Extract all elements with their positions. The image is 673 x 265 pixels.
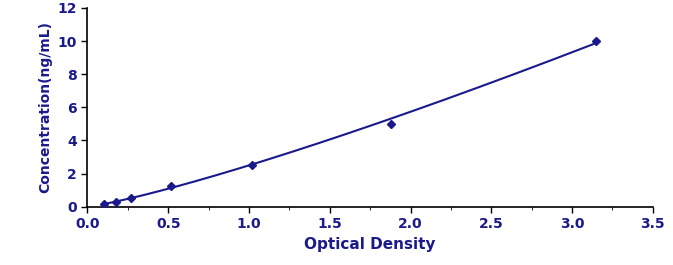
Y-axis label: Concentration(ng/mL): Concentration(ng/mL) <box>38 21 52 193</box>
X-axis label: Optical Density: Optical Density <box>304 237 436 252</box>
